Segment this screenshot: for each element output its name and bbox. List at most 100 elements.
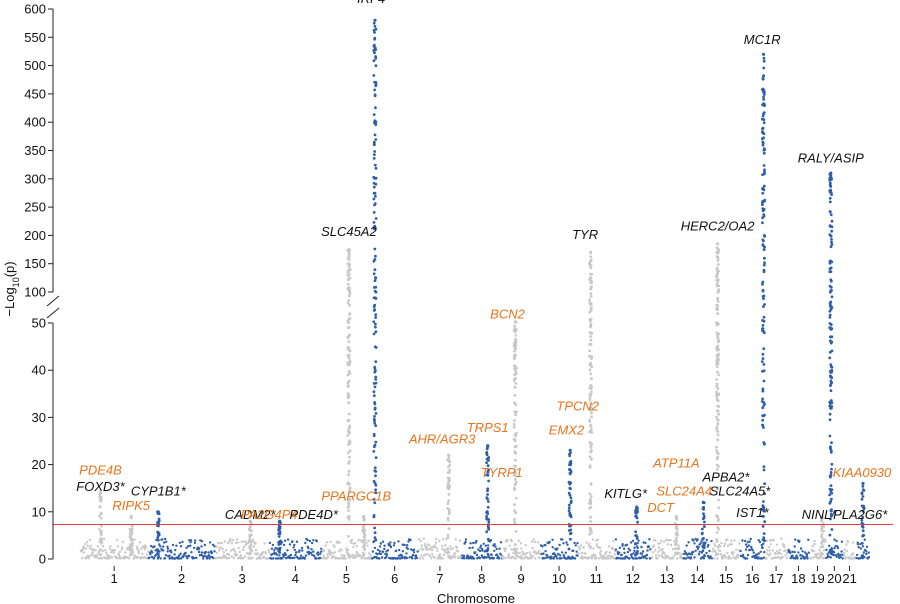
snp-point (513, 445, 517, 449)
snp-point (860, 541, 864, 545)
snp-point (698, 550, 701, 553)
snp-point (588, 526, 592, 530)
snp-point (474, 551, 477, 554)
snp-point (346, 274, 350, 277)
snp-point (761, 369, 764, 373)
snp-point (412, 551, 416, 554)
snp-point (411, 553, 415, 557)
snp-point (632, 552, 635, 555)
snp-point (710, 539, 713, 543)
snp-point (312, 539, 315, 542)
snp-point (633, 549, 636, 552)
snp-point (598, 546, 602, 550)
snp-point (428, 555, 432, 558)
snp-point (92, 548, 96, 551)
snp-point (863, 538, 866, 541)
snp-point (716, 422, 720, 425)
snp-point (590, 306, 593, 309)
snp-point (720, 541, 723, 545)
snp-point (514, 377, 517, 380)
snp-point (347, 473, 350, 477)
snp-point (513, 520, 516, 524)
snp-point (730, 539, 733, 542)
snp-point (346, 515, 350, 519)
snp-point (569, 531, 573, 535)
snp-point (516, 551, 520, 555)
snp-point (485, 510, 489, 513)
snp-point (690, 553, 694, 556)
snp-point (708, 549, 711, 553)
x-tick-label: 8 (478, 571, 485, 586)
y-tick-label: 40 (32, 363, 46, 378)
y-tick-label: 0 (39, 552, 46, 567)
snp-point (174, 548, 177, 552)
snp-point (726, 544, 730, 547)
snp-point (175, 544, 178, 547)
chromosome-16-points (739, 537, 766, 560)
snp-point (513, 385, 517, 389)
snp-point (775, 550, 779, 553)
snp-point (589, 500, 593, 504)
snp-point (780, 537, 783, 540)
snp-point (446, 536, 450, 540)
snp-point (716, 433, 720, 437)
snp-point (231, 539, 235, 542)
snp-point (216, 542, 220, 545)
snp-point (763, 520, 766, 524)
snp-point (713, 549, 717, 553)
snp-point (378, 557, 381, 560)
snp-point (716, 387, 720, 391)
snp-point (830, 401, 834, 405)
snp-point (514, 530, 518, 533)
snp-point (116, 538, 119, 542)
snp-point (441, 544, 444, 548)
snp-point (829, 213, 833, 217)
snp-point (830, 547, 833, 550)
snp-point (373, 286, 376, 289)
snp-point (188, 539, 191, 542)
axis-break-mark (46, 295, 60, 307)
snp-point (744, 557, 747, 560)
snp-point (769, 543, 772, 546)
snp-point (715, 282, 719, 285)
snp-point (98, 528, 101, 531)
snp-point (374, 322, 377, 326)
snp-point (374, 194, 377, 198)
snp-point (726, 551, 729, 555)
snp-point (418, 557, 422, 560)
snp-point (262, 556, 266, 559)
snp-point (635, 535, 639, 539)
y-tick-label: 250 (24, 200, 46, 215)
snp-point (702, 545, 706, 549)
y-tick-label: 10 (32, 504, 46, 519)
snp-point (751, 549, 754, 552)
snp-point (834, 544, 837, 548)
snp-point (130, 544, 134, 547)
snp-point (799, 557, 803, 560)
snp-point (699, 542, 702, 545)
snp-point (422, 537, 425, 540)
snp-point (820, 535, 823, 539)
snp-point (588, 507, 592, 510)
snp-point (385, 553, 388, 557)
snp-point (292, 546, 295, 549)
snp-point (832, 551, 836, 554)
snp-point (594, 555, 597, 558)
chromosome-21-points (843, 539, 857, 560)
snp-point (762, 268, 766, 272)
snp-point (454, 538, 457, 541)
snp-point (589, 295, 593, 298)
snp-point (99, 511, 103, 515)
snp-point (715, 540, 719, 543)
snp-point (374, 474, 377, 478)
snp-point (568, 493, 572, 497)
snp-point (101, 545, 105, 548)
snp-point (247, 557, 250, 560)
snp-point (766, 552, 769, 555)
snp-point (274, 557, 278, 560)
snp-point (717, 339, 721, 343)
snp-point (814, 553, 817, 556)
snp-point (677, 544, 680, 547)
snp-point (430, 546, 433, 549)
snp-point (830, 295, 834, 299)
